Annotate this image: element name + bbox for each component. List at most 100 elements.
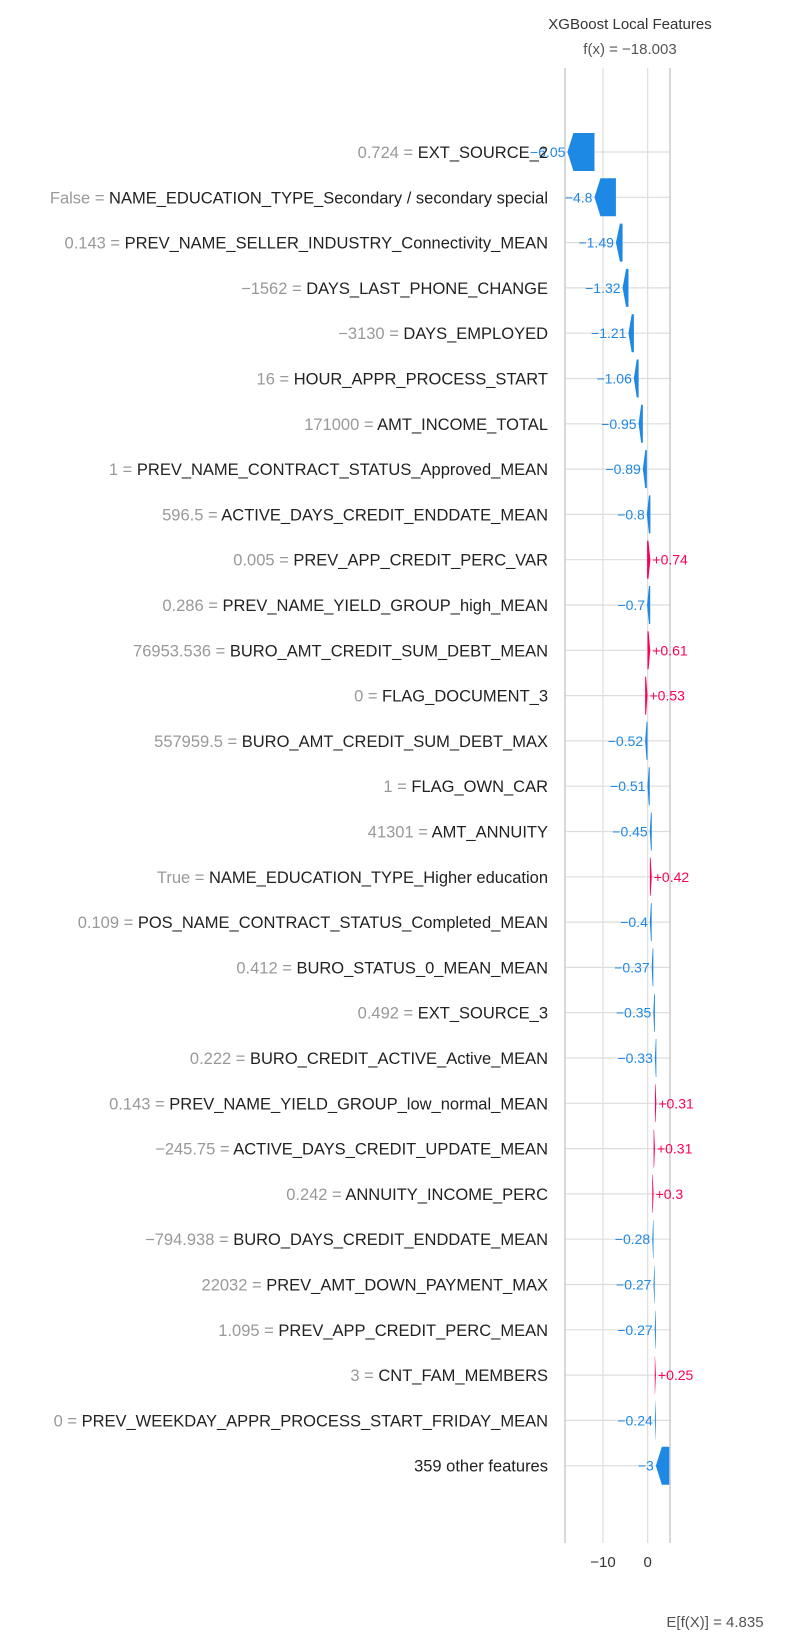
feature-value: 0.412 = (236, 959, 296, 977)
feature-value: 0 = (354, 688, 382, 706)
feature-name: FLAG_DOCUMENT_3 (382, 688, 548, 706)
feature-label: 0.143 = PREV_NAME_SELLER_INDUSTRY_Connec… (65, 235, 548, 253)
feature-labels: 0.724 = EXT_SOURCE_2 False = NAME_EDUCATI… (50, 144, 548, 1476)
feature-name: ANNUITY_INCOME_PERC (345, 1186, 548, 1204)
x-tick-label: −10 (590, 1554, 615, 1571)
feature-name: NAME_EDUCATION_TYPE_Higher education (209, 869, 548, 887)
feature-label: 1 = FLAG_OWN_CAR (383, 778, 548, 796)
feature-label: 557959.5 = BURO_AMT_CREDIT_SUM_DEBT_MAX (154, 733, 548, 751)
shap-bar (638, 404, 643, 443)
shap-bar (653, 993, 655, 1032)
feature-name: AMT_ANNUITY (432, 824, 548, 842)
feature-value: 1.095 = (218, 1322, 278, 1340)
feature-label: 171000 = AMT_INCOME_TOTAL (304, 416, 548, 434)
shap-bar (651, 948, 654, 987)
feature-label: 0.222 = BURO_CREDIT_ACTIVE_Active_MEAN (190, 1050, 548, 1068)
shap-value-label: +0.61 (652, 642, 688, 658)
shap-value-label: −1.06 (596, 371, 632, 387)
feature-label: −245.75 = ACTIVE_DAYS_CREDIT_UPDATE_MEAN (155, 1141, 548, 1159)
feature-value: 1 = (383, 778, 411, 796)
shap-value-label: +0.3 (656, 1186, 684, 1202)
shap-bar (642, 450, 647, 489)
shap-bar (653, 1265, 655, 1304)
shap-value-label: +0.74 (652, 552, 688, 568)
shap-bar (654, 1310, 656, 1349)
shap-bar (594, 178, 616, 217)
shap-value-label: −0.28 (615, 1231, 651, 1247)
feature-label: 0.143 = PREV_NAME_YIELD_GROUP_low_normal… (109, 1095, 548, 1113)
feature-label: 0.005 = PREV_APP_CREDIT_PERC_VAR (233, 552, 548, 570)
shap-bar (653, 1129, 655, 1168)
shap-value-label: −0.89 (605, 461, 641, 477)
feature-label: 596.5 = ACTIVE_DAYS_CREDIT_ENDDATE_MEAN (162, 506, 548, 524)
feature-name: DAYS_EMPLOYED (403, 325, 548, 343)
shap-bar (647, 540, 651, 579)
shap-bar (647, 767, 650, 806)
feature-name: HOUR_APPR_PROCESS_START (294, 371, 548, 389)
shap-bar (654, 1084, 657, 1123)
feature-value: True = (157, 869, 209, 887)
feature-name: BURO_CREDIT_ACTIVE_Active_MEAN (250, 1050, 548, 1068)
feature-value: 0.242 = (286, 1186, 345, 1204)
expected-value-label: E[f(X)] = 4.835 (666, 1614, 763, 1631)
shap-value-label: −6.05 (530, 144, 566, 160)
axes: −10 0 (564, 68, 671, 1571)
shap-value-label: −0.24 (617, 1412, 653, 1428)
feature-name: PREV_WEEKDAY_APPR_PROCESS_START_FRIDAY_M… (82, 1412, 548, 1430)
feature-label: −794.938 = BURO_DAYS_CREDIT_ENDDATE_MEAN (145, 1231, 548, 1249)
feature-label: True = NAME_EDUCATION_TYPE_Higher educat… (157, 869, 548, 887)
shap-bar (645, 721, 648, 760)
feature-value: 0.286 = (162, 597, 222, 615)
feature-name: PREV_AMT_DOWN_PAYMENT_MAX (266, 1277, 548, 1295)
feature-name: PREV_APP_CREDIT_PERC_VAR (293, 552, 548, 570)
feature-value: 596.5 = (162, 506, 221, 524)
shap-value-label: +0.53 (650, 688, 686, 704)
feature-value: −794.938 = (145, 1231, 233, 1249)
feature-value: −1562 = (241, 280, 306, 298)
bars: −6.05 −4.8 −1.49 −1.32 −1.21 −1.06 −0.95 −0.89 −… (530, 133, 694, 1485)
feature-label: 1.095 = PREV_APP_CREDIT_PERC_MEAN (218, 1322, 548, 1340)
feature-name: BURO_STATUS_0_MEAN_MEAN (296, 959, 548, 977)
shap-bar (567, 133, 595, 171)
feature-value: 0.143 = (109, 1095, 169, 1113)
shap-bar (647, 586, 651, 624)
shap-value-label: −1.32 (585, 280, 621, 296)
feature-label: 0.492 = EXT_SOURCE_3 (358, 1005, 548, 1023)
shap-value-label: −1.49 (578, 235, 614, 251)
shap-value-label: +0.42 (654, 869, 690, 885)
feature-label: 359 other features (414, 1458, 548, 1476)
shap-bar (652, 1174, 654, 1213)
shap-value-label: −4.8 (565, 189, 593, 205)
shap-bar (633, 359, 639, 398)
feature-label: 3 = CNT_FAM_MEMBERS (350, 1367, 548, 1385)
shap-bar (649, 857, 652, 896)
feature-value: 16 = (257, 371, 294, 389)
feature-name: FLAG_OWN_CAR (411, 778, 548, 796)
feature-value: 0.109 = (78, 914, 138, 932)
feature-label: 0.109 = POS_NAME_CONTRACT_STATUS_Complet… (78, 914, 548, 932)
feature-name: PREV_APP_CREDIT_PERC_MEAN (278, 1322, 548, 1340)
shap-value-label: +0.25 (658, 1367, 694, 1383)
shap-bar (654, 1401, 656, 1440)
feature-name: PREV_NAME_YIELD_GROUP_high_MEAN (222, 597, 548, 615)
feature-value: −3130 = (338, 325, 403, 343)
feature-label: 0.724 = EXT_SOURCE_2 (358, 144, 548, 162)
feature-label: −1562 = DAYS_LAST_PHONE_CHANGE (241, 280, 548, 298)
shap-value-label: −0.35 (616, 1005, 652, 1021)
shap-bar (645, 676, 648, 715)
feature-name: CNT_FAM_MEMBERS (378, 1367, 548, 1385)
shap-bar (646, 495, 651, 534)
feature-label: 0 = FLAG_DOCUMENT_3 (354, 688, 548, 706)
feature-name: BURO_DAYS_CREDIT_ENDDATE_MEAN (233, 1231, 548, 1249)
feature-label: 0 = PREV_WEEKDAY_APPR_PROCESS_START_FRID… (54, 1412, 548, 1430)
feature-value: 171000 = (304, 416, 377, 434)
shap-value-label: −3 (638, 1458, 654, 1474)
feature-label: 0.242 = ANNUITY_INCOME_PERC (286, 1186, 548, 1204)
feature-name: AMT_INCOME_TOTAL (377, 416, 548, 434)
shap-bar (615, 223, 623, 262)
feature-name: 359 other features (414, 1458, 548, 1476)
feature-value: −245.75 = (155, 1141, 233, 1159)
feature-value: 1 = (109, 461, 137, 479)
feature-name: ACTIVE_DAYS_CREDIT_UPDATE_MEAN (233, 1141, 548, 1159)
feature-label: 0.412 = BURO_STATUS_0_MEAN_MEAN (236, 959, 548, 977)
